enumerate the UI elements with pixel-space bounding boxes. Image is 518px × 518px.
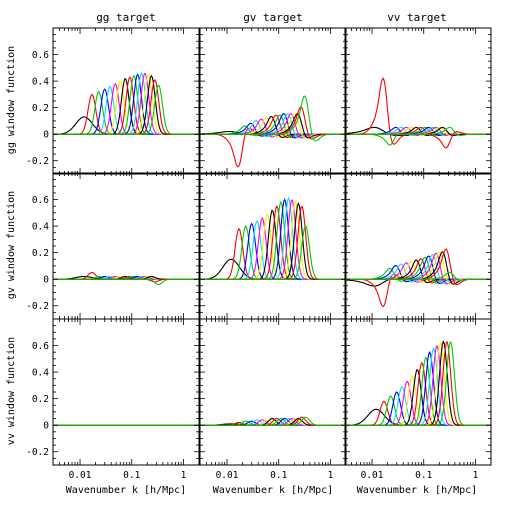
panel-gv-vv bbox=[344, 172, 492, 320]
window-curves bbox=[345, 77, 491, 149]
xlabel-col-vv: Wavenumber k [h/Mpc] bbox=[357, 485, 477, 496]
row-y-labels: gg window function gv window function vv… bbox=[6, 46, 17, 445]
y-tick-label: 0.4 bbox=[32, 368, 49, 379]
x-tick-label: 0.1 bbox=[415, 470, 432, 481]
window-curve-gg-vv-16 bbox=[345, 126, 491, 136]
x-tick-label: 0.1 bbox=[123, 470, 140, 481]
panel-gg-vv bbox=[344, 27, 492, 175]
panel-gv-gg: -0.2 0 0.2 0.4 0.6 bbox=[26, 172, 200, 320]
column-title-gv: gv target bbox=[243, 11, 303, 24]
xlabel-col-gv: Wavenumber k [h/Mpc] bbox=[213, 485, 333, 496]
window-curve-gg-gv-16 bbox=[200, 95, 346, 142]
y-tick-label: 0.6 bbox=[32, 341, 49, 352]
y-tick-label: 0.2 bbox=[32, 248, 49, 259]
row-ylabel-gg: gg window function bbox=[6, 46, 17, 154]
x-tick-label: 0.1 bbox=[270, 470, 287, 481]
row-ylabel-gv: gv window function bbox=[6, 191, 17, 299]
y-tick-label: 0 bbox=[43, 130, 49, 141]
y-tick-label: -0.2 bbox=[26, 447, 49, 458]
panel-frame bbox=[199, 172, 347, 320]
xlabel-col-gg: Wavenumber k [h/Mpc] bbox=[66, 485, 186, 496]
window-curve-gv-vv-16 bbox=[345, 271, 491, 281]
column-titles: gg target gv target vv target bbox=[96, 11, 447, 24]
x-tick-label: 1 bbox=[473, 470, 479, 481]
panel-vv-vv: 0.01 0.1 1 bbox=[344, 318, 492, 481]
x-tick-label: 1 bbox=[328, 470, 334, 481]
window-curves bbox=[53, 71, 199, 135]
window-curves bbox=[200, 416, 346, 426]
panel-frame bbox=[199, 27, 347, 175]
panel-gg-gv bbox=[199, 27, 347, 175]
window-curve-vv-vv-1 bbox=[345, 400, 491, 426]
y-tick-label: 0 bbox=[43, 421, 49, 432]
y-tick-label: 0.2 bbox=[32, 103, 49, 114]
window-curve-vv-vv-16 bbox=[345, 341, 491, 426]
x-tick-label: 1 bbox=[181, 470, 187, 481]
x-tick-label: 0.01 bbox=[216, 470, 239, 481]
panel-frame bbox=[344, 172, 492, 320]
row-ylabel-vv: vv window function bbox=[6, 337, 17, 445]
y-tick-label: -0.2 bbox=[26, 301, 49, 312]
panel-frame bbox=[52, 318, 200, 466]
window-curves bbox=[200, 95, 346, 168]
y-tick-label: 0.2 bbox=[32, 394, 49, 405]
y-tick-label: 0 bbox=[43, 275, 49, 286]
y-tick-label: 0.4 bbox=[32, 222, 49, 233]
panel-frame bbox=[52, 172, 200, 320]
window-curves bbox=[345, 248, 491, 308]
y-tick-label: -0.2 bbox=[26, 156, 49, 167]
column-title-vv: vv target bbox=[387, 11, 447, 24]
column-title-gg: gg target bbox=[96, 11, 156, 24]
y-tick-label: 0.4 bbox=[32, 77, 49, 88]
window-curve-vv-gv-16 bbox=[200, 416, 346, 426]
panel-vv-gv: 0.01 0.1 1 bbox=[199, 318, 347, 481]
x-axis-labels: Wavenumber k [h/Mpc] Wavenumber k [h/Mpc… bbox=[66, 485, 477, 496]
x-tick-label: 0.01 bbox=[361, 470, 384, 481]
window-curves bbox=[345, 340, 491, 426]
panel-frame bbox=[344, 27, 492, 175]
x-tick-label: 0.01 bbox=[69, 470, 92, 481]
window-curve-gv-gg-16 bbox=[53, 278, 199, 286]
window-curves bbox=[53, 271, 199, 286]
panel-frame bbox=[199, 318, 347, 466]
window-curve-gg-gg-16 bbox=[53, 84, 199, 135]
y-tick-label: 0.6 bbox=[32, 50, 49, 61]
panel-gg-gg: -0.2 0 0.2 0.4 0.6 bbox=[26, 27, 200, 175]
y-tick-label: 0.6 bbox=[32, 195, 49, 206]
window-curve-gv-gv-16 bbox=[200, 225, 346, 280]
panel-gv-gv bbox=[199, 172, 347, 320]
panel-vv-gg: -0.2 0 0.2 0.4 0.6 0.01 0.1 1 bbox=[26, 318, 200, 481]
panel-grid: -0.2 0 0.2 0.4 0.6 -0.2 0 0.2 0.4 0.6 -0.2 0 0.2 0.4 0… bbox=[26, 27, 492, 481]
window-curves bbox=[200, 196, 346, 280]
